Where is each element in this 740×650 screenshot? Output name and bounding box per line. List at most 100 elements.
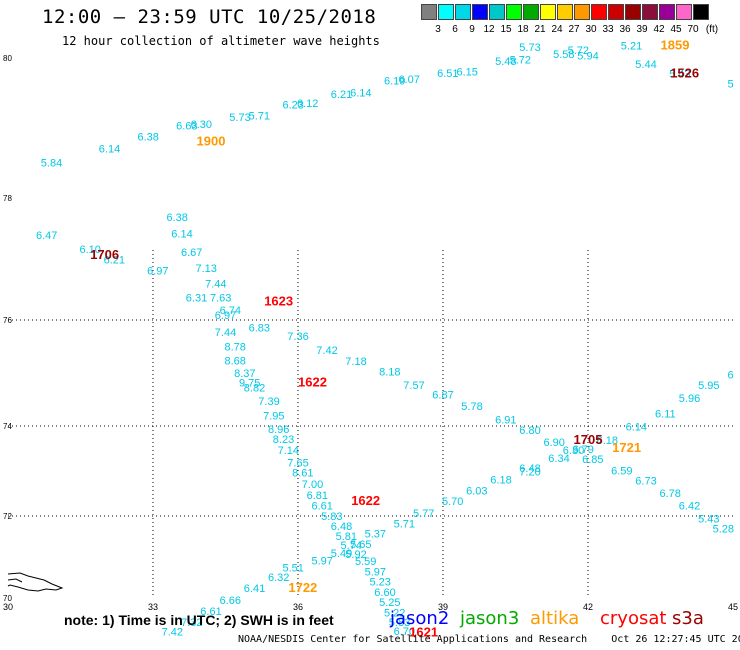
wave-height-label: 7.63 [210, 293, 231, 305]
pass-time-label: 1900 [197, 134, 226, 149]
wave-height-label: 5.70 [442, 496, 463, 508]
wave-height-label: 6.79 [572, 444, 593, 456]
wave-height-label: 6.19 [384, 76, 405, 88]
wave-height-label: 6.31 [186, 293, 207, 305]
wave-height-label: 5.83 [389, 617, 410, 629]
wave-height-label: 5.37 [365, 529, 386, 541]
wave-height-label: 7.18 [345, 356, 366, 368]
wave-height-label: 6.47 [36, 230, 57, 242]
wave-height-label: 8.82 [244, 383, 265, 395]
wave-height-label: 5.71 [249, 111, 270, 123]
wave-height-label: 6.18 [597, 435, 618, 447]
legend-label: 21 [534, 24, 546, 35]
legend-swatch [625, 4, 641, 20]
wave-height-label: 5.58 [553, 49, 574, 61]
wave-height-label: 5.84 [41, 158, 62, 170]
wave-height-label: 6.48 [519, 463, 540, 475]
wave-height-label: 7.39 [258, 396, 279, 408]
wave-height-label: 6.97 [147, 265, 168, 277]
legend-swatch [472, 4, 488, 20]
wave-height-label: 5.73 [229, 112, 250, 124]
legend-label: 12 [483, 24, 495, 35]
wave-height-label: 7.42 [316, 345, 337, 357]
legend-label: 39 [636, 24, 648, 35]
wave-height-label: 7.32 [181, 617, 202, 629]
wave-height-label: 5.97 [311, 555, 332, 567]
wave-height-label: 5 [728, 78, 734, 90]
legend-swatch [489, 4, 505, 20]
legend-swatch [540, 4, 556, 20]
wave-height-label: 5.73 [519, 42, 540, 54]
wave-height-label: 6.73 [635, 476, 656, 488]
lon-tick-label: 39 [438, 602, 448, 612]
lon-tick-label: 36 [293, 602, 303, 612]
wave-height-label: 6.80 [519, 425, 540, 437]
wave-height-label: 6.90 [543, 437, 564, 449]
wave-height-label: 6.14 [171, 229, 192, 241]
legend-label: 6 [452, 24, 458, 35]
satellite-s3a: s3a [672, 608, 704, 629]
wave-height-label: 7.57 [403, 380, 424, 392]
legend-swatch [608, 4, 624, 20]
wave-height-label: 6.03 [466, 485, 487, 497]
legend-label: 42 [653, 24, 665, 35]
wave-height-label: 7.14 [278, 445, 299, 457]
wave-height-label: 8.61 [292, 467, 313, 479]
satellite-jason3: jason3 [460, 608, 520, 629]
legend-swatch [523, 4, 539, 20]
wave-height-label: 5.72 [510, 55, 531, 67]
wave-height-label: 6.59 [611, 466, 632, 478]
wave-height-label: 6.60 [374, 587, 395, 599]
wave-height-label: 5.51 [282, 562, 303, 574]
wave-height-label: 6.14 [350, 88, 371, 100]
legend-label: 27 [568, 24, 580, 35]
wave-height-label: 5.59 [355, 556, 376, 568]
wave-height-label: 6.91 [495, 414, 516, 426]
wave-height-label: 6.66 [220, 595, 241, 607]
wave-height-label: 5.65 [350, 539, 371, 551]
wave-height-label: 6.87 [432, 389, 453, 401]
satellite-altika: altika [530, 608, 580, 629]
pass-time-label: 1623 [264, 293, 293, 308]
wave-height-label: 7.00 [302, 479, 323, 491]
wave-height-label: 6.30 [191, 119, 212, 131]
wave-height-label: 5.77 [413, 508, 434, 520]
map-note: note: 1) Time is in UTC; 2) SWH is in fe… [64, 612, 334, 628]
wave-height-label: 5.28 [713, 523, 734, 535]
wave-height-label: 6.14 [99, 144, 120, 156]
footer-credit: NOAA/NESDIS Center for Satellite Applica… [238, 634, 740, 645]
legend-swatch [574, 4, 590, 20]
wave-height-label: 6.83 [249, 323, 270, 335]
wave-height-label: 7.65 [287, 458, 308, 470]
wave-height-label: 7.13 [195, 263, 216, 275]
lon-tick-label: 33 [148, 602, 158, 612]
legend-unit: (ft) [705, 24, 719, 35]
pass-time-label: 1621 [409, 625, 438, 640]
wave-height-label: 6.78 [659, 488, 680, 500]
wave-height-label: 6.38 [137, 132, 158, 144]
lon-tick-label: 45 [728, 602, 738, 612]
pass-time-label: 1526 [670, 66, 699, 81]
wave-height-label: 7.44 [205, 279, 226, 291]
wave-height-label: 5.95 [698, 380, 719, 392]
pass-time-label: 1721 [612, 440, 641, 455]
wave-height-label: 8.18 [379, 367, 400, 379]
legend-label: 3 [435, 24, 441, 35]
wave-height-label: 5.43 [669, 69, 690, 81]
wave-height-label: 6.61 [200, 606, 221, 618]
wave-height-label: 8.96 [268, 424, 289, 436]
coastline [7, 572, 64, 592]
wave-height-label: 5.44 [635, 59, 656, 71]
wave-height-label: 5.94 [577, 50, 598, 62]
pass-time-label: 1722 [288, 580, 317, 595]
legend-label: 36 [619, 24, 631, 35]
lat-tick-label: 80 [3, 54, 12, 63]
legend-label: 33 [602, 24, 614, 35]
wave-height-label: 7.36 [287, 331, 308, 343]
wave-height-label: 6.18 [490, 475, 511, 487]
legend-swatch [642, 4, 658, 20]
wave-height-label: 6.85 [582, 454, 603, 466]
map-title: 12:00 — 23:59 UTC 10/25/2018 [42, 6, 377, 28]
wave-height-label: 5.49 [331, 548, 352, 560]
